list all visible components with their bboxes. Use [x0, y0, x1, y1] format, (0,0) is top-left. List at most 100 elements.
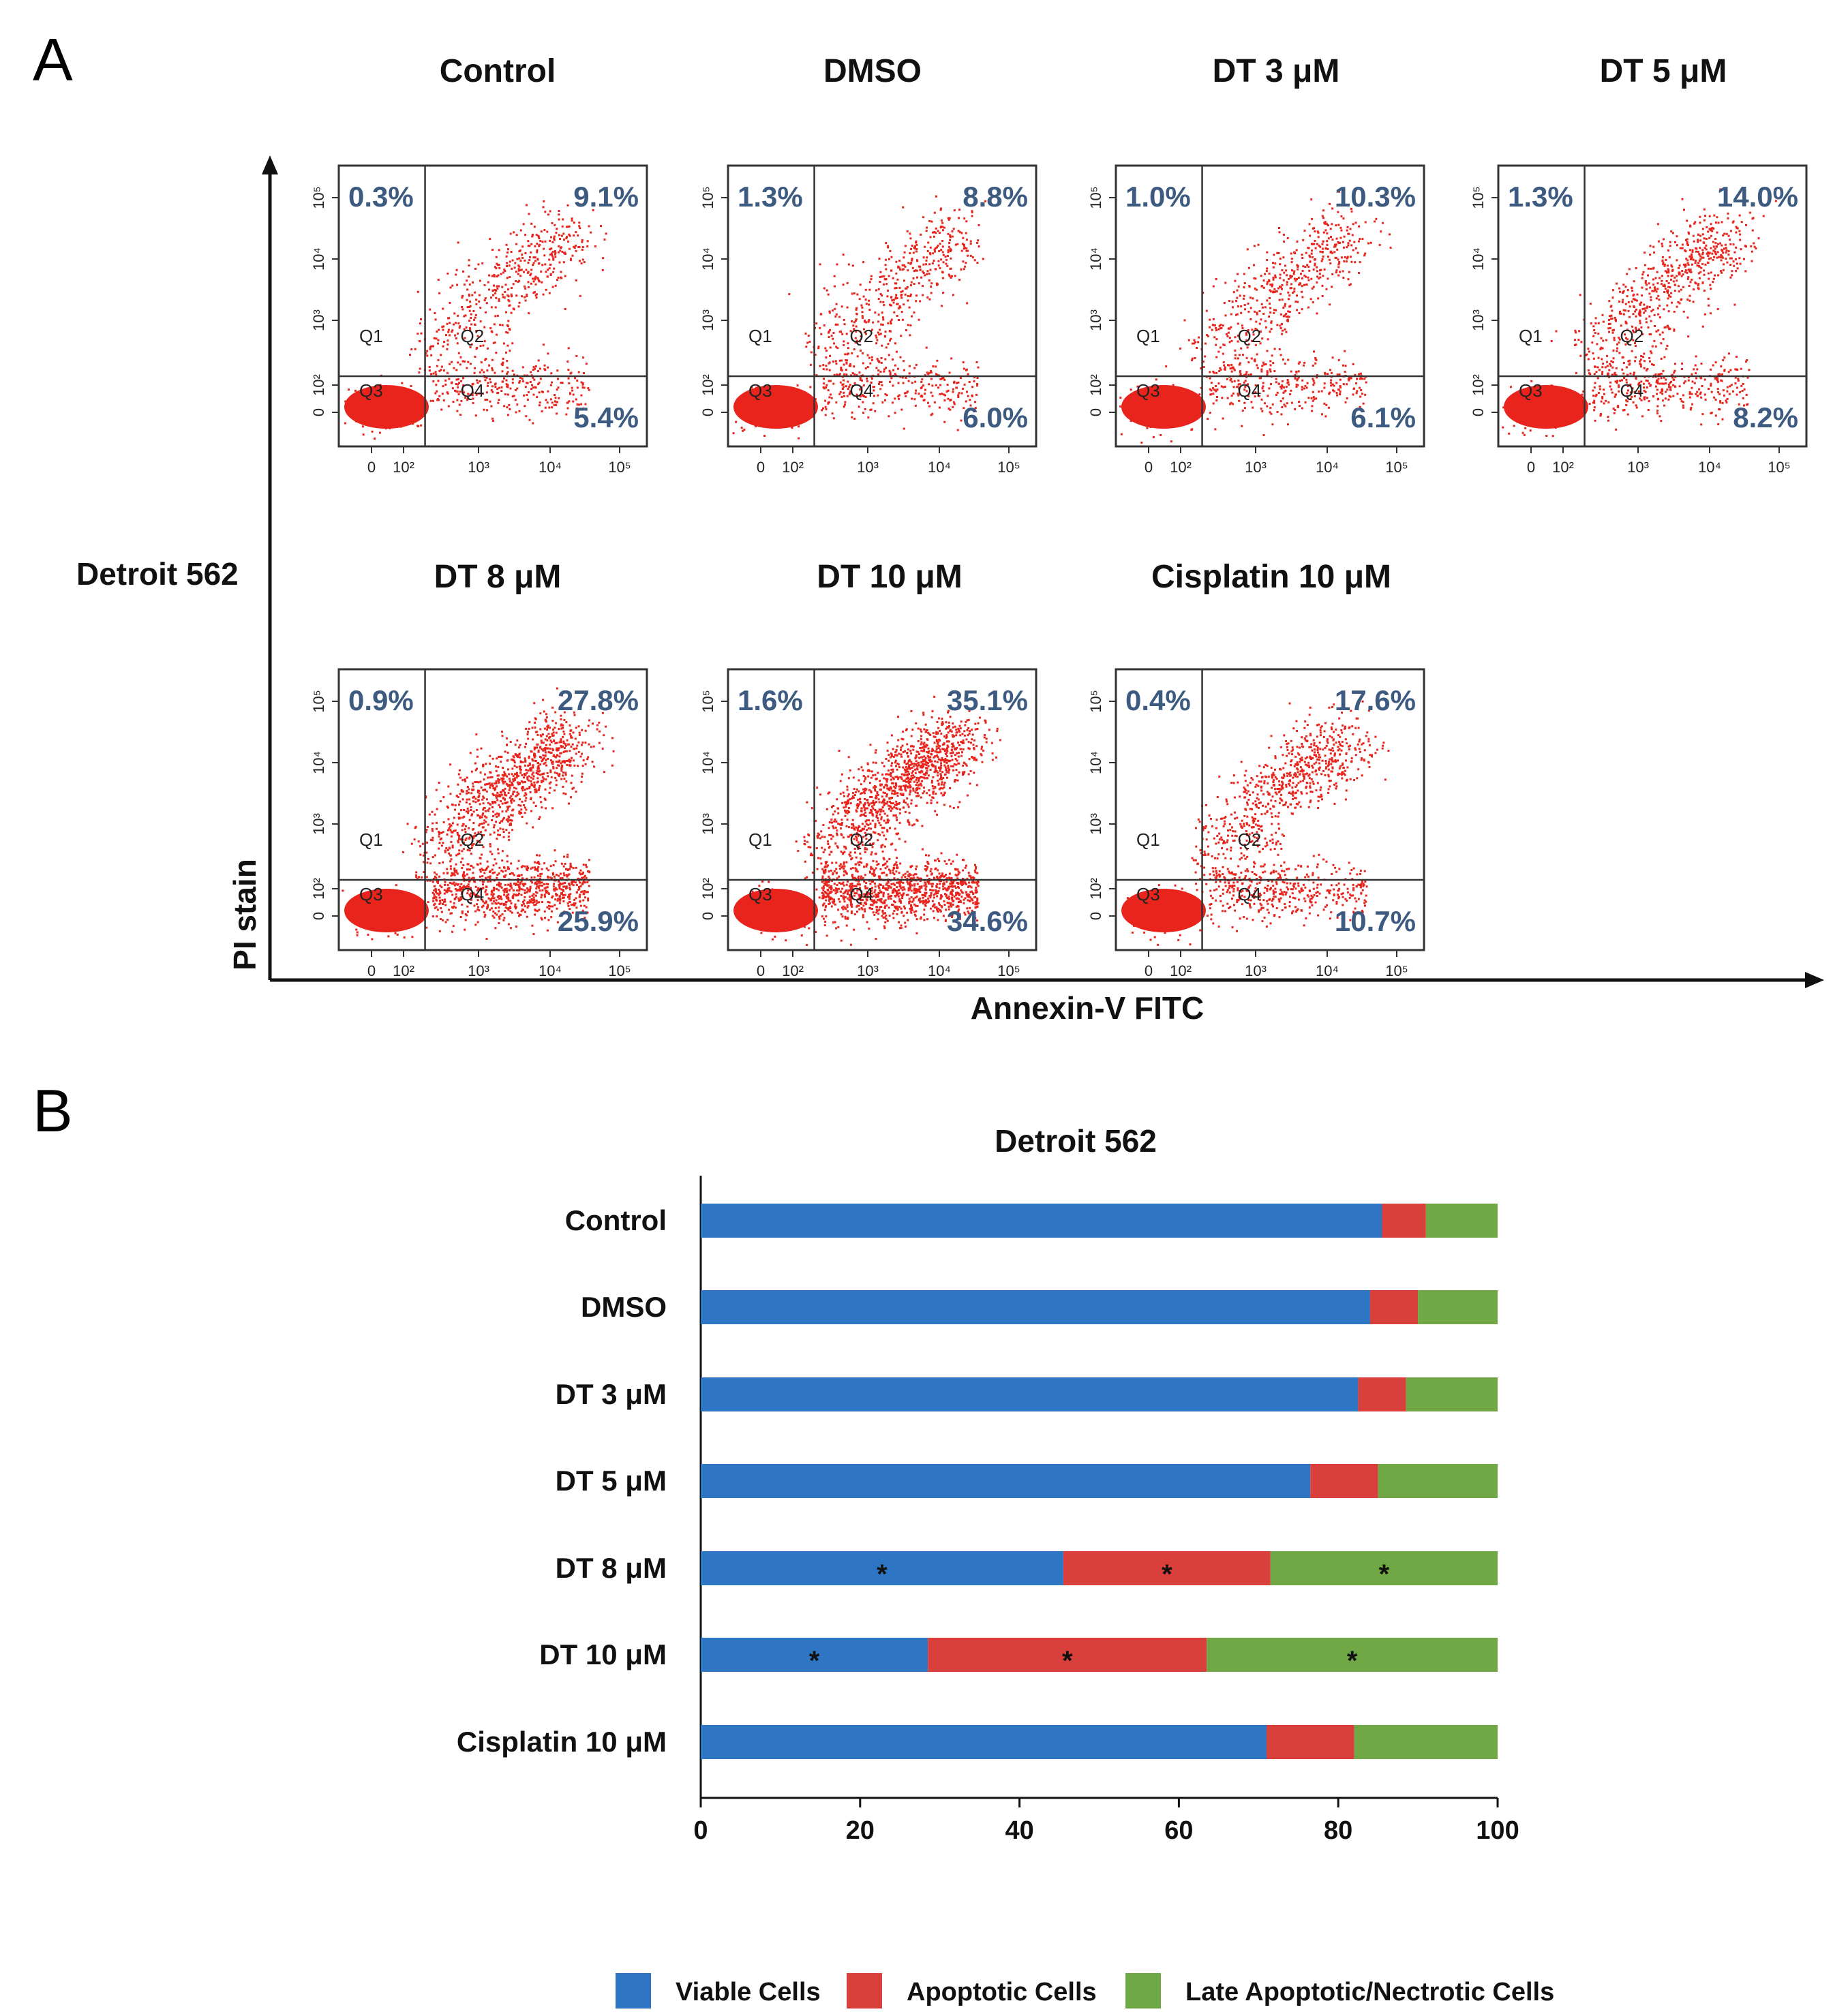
scatter-point [426, 861, 429, 864]
scatter-point [1314, 264, 1316, 266]
scatter-point [495, 267, 498, 270]
scatter-point [1252, 392, 1254, 395]
scatter-point [547, 775, 549, 778]
scatter-point [969, 254, 972, 257]
scatter-point [1291, 269, 1293, 272]
scatter-point [1640, 355, 1643, 357]
scatter-point [1321, 413, 1323, 416]
scatter-point [495, 296, 498, 299]
scatter-point [515, 772, 518, 774]
scatter-point [487, 782, 489, 785]
scatter-point [465, 825, 467, 827]
scatter-point [1289, 305, 1292, 307]
scatter-point [472, 397, 474, 400]
scatter-point [484, 297, 487, 300]
scatter-point [1239, 362, 1241, 365]
scatter-point [1692, 234, 1695, 237]
scatter-point [1295, 385, 1298, 388]
scatter-point [444, 379, 447, 382]
scatter-point [918, 318, 920, 321]
scatter-point [1269, 360, 1272, 363]
scatter-point [512, 780, 515, 782]
scatter-point [949, 234, 952, 237]
scatter-point [559, 238, 561, 240]
scatter-point [1222, 324, 1224, 327]
scatter-point [1237, 340, 1239, 343]
scatter-point [459, 838, 462, 841]
scatter-point [950, 257, 952, 260]
scatter-point [581, 776, 583, 778]
scatter-point [477, 263, 480, 266]
scatter-point [846, 353, 849, 356]
scatter-point [484, 358, 487, 361]
scatter-point [881, 316, 884, 319]
scatter-point [433, 337, 436, 339]
scatter-point [1281, 299, 1284, 301]
scatter-point [1686, 271, 1688, 274]
scatter-point [973, 259, 976, 262]
scatter-point [855, 393, 858, 396]
scatter-point [861, 352, 864, 354]
scatter-point [1287, 298, 1290, 301]
scatter-point [516, 791, 519, 794]
scatter-point [919, 300, 922, 303]
scatter-point [1353, 241, 1356, 243]
scatter-point [910, 247, 912, 250]
scatter-point [442, 369, 445, 372]
scatter-point [1655, 330, 1658, 333]
scatter-point [1678, 271, 1681, 274]
scatter-point [1266, 405, 1269, 408]
scatter-point [1378, 243, 1381, 246]
scatter-point [1682, 404, 1684, 407]
scatter-point [474, 316, 476, 319]
scatter-point [1223, 364, 1226, 367]
scatter-point [511, 767, 514, 770]
scatter-point [1641, 273, 1644, 276]
scatter-point [547, 733, 550, 735]
scatter-point [967, 373, 969, 376]
scatter-point [512, 808, 515, 811]
q3-label: Q3 [748, 380, 772, 401]
scatter-point [466, 798, 468, 801]
scatter-point [1245, 390, 1248, 393]
scatter-point [1234, 336, 1237, 339]
scatter-point [976, 377, 979, 379]
scatter-point [440, 354, 442, 356]
scatter-point [584, 729, 587, 732]
scatter-point [455, 390, 457, 393]
scatter-point [1654, 373, 1657, 376]
scatter-point [1622, 299, 1624, 301]
scatter-point [496, 815, 498, 818]
scatter-point [1306, 264, 1309, 266]
q1-percent: 1.3% [738, 181, 803, 213]
scatter-point [1762, 215, 1765, 217]
scatter-point [1335, 224, 1337, 227]
scatter-point [1335, 382, 1338, 384]
scatter-point [575, 249, 577, 252]
scatter-point [1684, 380, 1686, 383]
scatter-point [1243, 401, 1246, 404]
scatter-point [963, 245, 965, 247]
scatter-point [1594, 395, 1597, 397]
scatter-point [1684, 265, 1686, 268]
scatter-point [497, 766, 500, 769]
scatter-point [492, 815, 495, 817]
scatter-point [804, 332, 807, 335]
scatter-point [1270, 383, 1272, 385]
scatter-point [1290, 401, 1293, 404]
scatter-point [1736, 386, 1738, 389]
scatter-point [527, 271, 530, 273]
scatter-point [1742, 397, 1744, 399]
scatter-point [1697, 241, 1699, 243]
scatter-point [1510, 386, 1512, 388]
scatter-point [524, 789, 526, 791]
scatter-point [1229, 403, 1231, 406]
scatter-point [526, 787, 528, 790]
q4-percent: 6.1% [1350, 401, 1416, 433]
scatter-point [878, 361, 881, 363]
scatter-point [1286, 283, 1288, 286]
scatter-point [1656, 393, 1658, 395]
scatter-point [481, 823, 483, 825]
scatter-point [1233, 369, 1236, 371]
